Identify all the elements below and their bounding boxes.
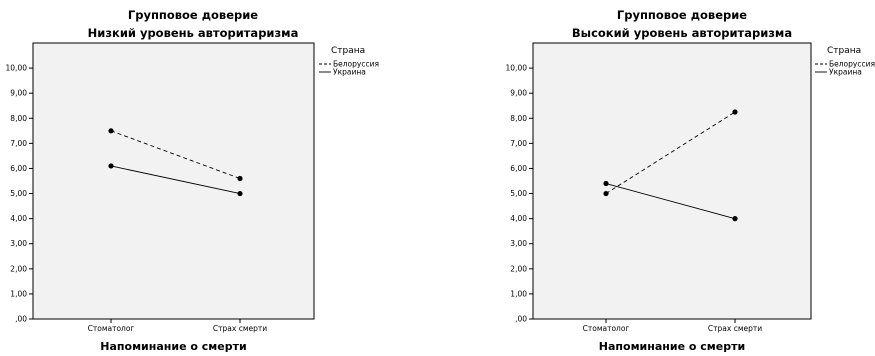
y-tick-label: 2,00 <box>510 264 527 273</box>
data-point-ukraine <box>732 216 738 222</box>
y-tick-label: 1,00 <box>10 289 27 298</box>
y-tick-label: 8,00 <box>10 114 27 123</box>
y-tick-label: 5,00 <box>510 189 527 198</box>
y-tick-label: 6,00 <box>510 164 527 173</box>
x-tick-label: Стоматолог <box>583 324 630 333</box>
legend-label-belarus: Белоруссия <box>829 60 875 69</box>
series-line-ukraine <box>110 165 241 194</box>
series-line-belarus <box>110 130 241 179</box>
y-tick-label: 5,00 <box>10 189 27 198</box>
y-tick-label: 8,00 <box>510 114 527 123</box>
y-tick-label: 4,00 <box>510 214 527 223</box>
data-point-belarus <box>108 128 114 134</box>
y-tick-label: 7,00 <box>510 139 527 148</box>
legend-label-ukraine: Украина <box>829 68 862 77</box>
y-tick-label: 9,00 <box>510 89 527 98</box>
data-point-belarus <box>732 109 738 115</box>
chart-title: Групповое доверие <box>128 8 258 22</box>
legend-title: Страна <box>331 46 365 56</box>
chart-subtitle: Низкий уровень авторитаризма <box>88 26 299 40</box>
legend-label-belarus: Белоруссия <box>333 60 379 69</box>
legend-label-ukraine: Украина <box>333 68 366 77</box>
y-tick-label: ,00 <box>15 315 27 324</box>
legend-title: Страна <box>827 46 861 56</box>
plot-area <box>32 42 315 320</box>
x-axis-label: Напоминание о смерти <box>599 340 745 353</box>
chart-title: Групповое доверие <box>617 8 747 22</box>
series-line-belarus <box>605 111 736 194</box>
y-tick-label: 9,00 <box>10 89 27 98</box>
y-tick-label: 3,00 <box>510 239 527 248</box>
x-tick-label: Страх смерти <box>213 324 267 333</box>
data-point-ukraine <box>603 180 609 187</box>
chart-panel-low: Групповое доверие Низкий уровень авторита… <box>6 8 379 353</box>
data-point-ukraine <box>108 163 114 169</box>
y-tick-label: ,00 <box>515 315 527 324</box>
y-tick-label: 3,00 <box>10 239 27 248</box>
plot-area <box>532 42 812 320</box>
y-tick-label: 1,00 <box>510 289 527 298</box>
data-point-belarus <box>237 175 243 182</box>
y-tick-label: 10,00 <box>6 64 28 73</box>
y-tick-label: 2,00 <box>10 264 27 273</box>
x-tick-label: Страх смерти <box>708 324 762 333</box>
y-tick-label: 6,00 <box>10 164 27 173</box>
y-tick-label: 4,00 <box>10 214 27 223</box>
y-tick-label: 7,00 <box>10 139 27 148</box>
x-axis-label: Напоминание о смерти <box>100 340 246 353</box>
chart-panel-high: Групповое доверие Высокий уровень авторит… <box>506 8 875 353</box>
x-tick-label: Стоматолог <box>88 324 135 333</box>
series-line-ukraine <box>605 183 736 220</box>
y-tick-label: 10,00 <box>506 64 528 73</box>
data-point-ukraine <box>237 190 243 197</box>
chart-subtitle: Высокий уровень авторитаризма <box>572 26 792 40</box>
data-point-belarus <box>603 190 609 197</box>
